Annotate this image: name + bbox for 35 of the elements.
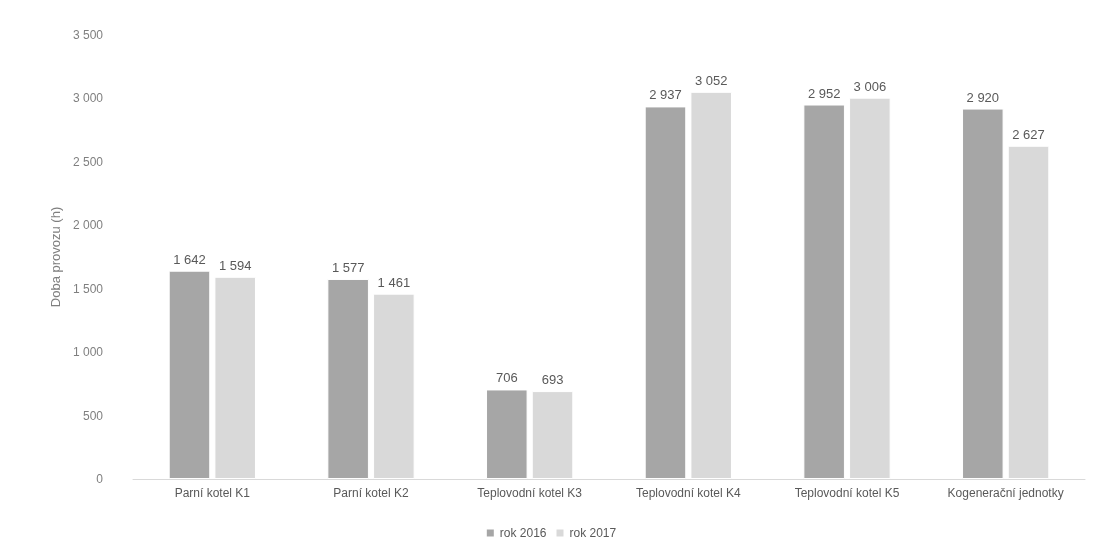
x-tick-label: Parní kotel K2 — [333, 486, 410, 500]
y-tick-label: 500 — [82, 408, 104, 423]
x-tick-label: Teplovodní kotel K5 — [794, 486, 900, 500]
data-label: 2 952 — [807, 85, 841, 101]
data-label: 3 006 — [853, 78, 887, 94]
y-tick-label: 1 500 — [72, 281, 104, 296]
legend-label: rok 2017 — [569, 526, 617, 540]
data-label: 1 461 — [377, 274, 411, 290]
y-tick-label: 3 000 — [72, 91, 104, 106]
y-tick-label: 1 000 — [72, 345, 104, 360]
data-label: 706 — [495, 370, 518, 386]
data-label: 2 937 — [649, 87, 682, 103]
x-tick-label: Teplovodní kotel K3 — [477, 486, 583, 500]
y-tick-label: 3 500 — [72, 28, 104, 42]
data-label: 1 594 — [218, 257, 252, 273]
y-axis-title: Doba provozu (h) — [48, 206, 64, 308]
bar — [962, 108, 1004, 479]
y-tick-label: 0 — [96, 472, 104, 486]
data-label: 2 920 — [966, 89, 1000, 105]
bar — [327, 278, 369, 479]
y-tick-label: 2 000 — [72, 218, 104, 233]
x-tick-label: Parní kotel K1 — [174, 486, 251, 500]
data-label: 693 — [541, 372, 564, 388]
x-tick-label: Kogenerační jednotky — [947, 486, 1064, 500]
legend-label: rok 2016 — [499, 526, 547, 540]
data-label: 3 052 — [694, 72, 728, 88]
bar — [644, 106, 687, 479]
data-label: 2 627 — [1012, 126, 1045, 142]
bar — [803, 104, 845, 479]
y-tick-label: 2 500 — [72, 154, 104, 169]
data-label: 1 577 — [331, 259, 365, 275]
data-label: 1 642 — [173, 251, 206, 267]
bar — [168, 270, 211, 479]
bar — [486, 389, 528, 479]
x-tick-label: Teplovodní kotel K4 — [635, 486, 742, 500]
